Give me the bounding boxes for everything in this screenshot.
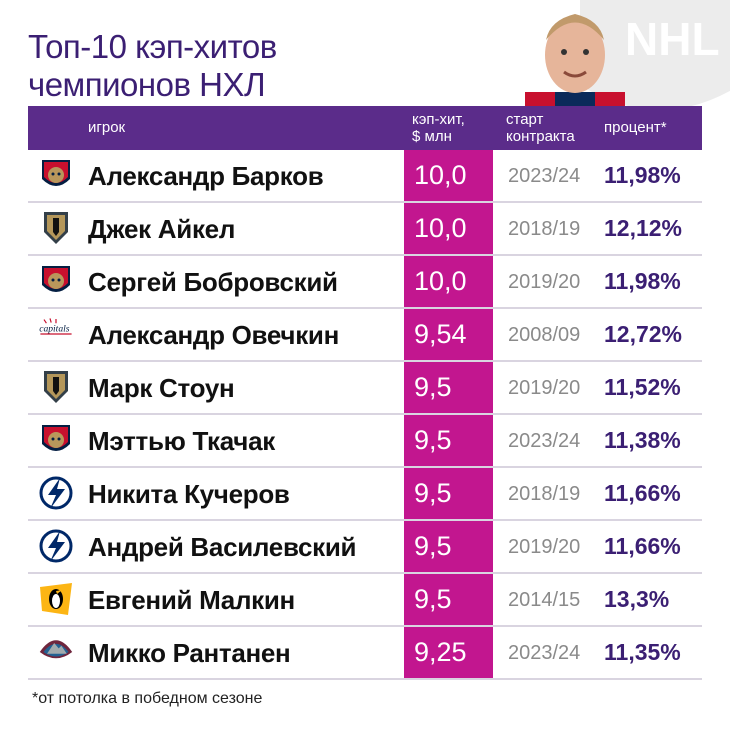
svg-text:NHL: NHL	[625, 13, 720, 65]
cap-hit-value: 10,0	[404, 150, 493, 201]
cap-hit-value: 9,5	[404, 362, 493, 413]
table-row: Александр Барков 10,0 2023/24 11,98%	[28, 150, 702, 203]
cap-percent: 11,66%	[604, 480, 681, 506]
vegas-golden-knights-logo-icon	[38, 369, 74, 405]
cap-hit-value: 10,0	[404, 256, 493, 307]
contract-start: 2019/20	[508, 377, 581, 399]
cap-percent: 11,98%	[604, 268, 681, 294]
player-name: Мэттью Ткачак	[88, 426, 275, 456]
header-player: игрок	[88, 119, 126, 136]
player-name: Александр Овечкин	[88, 320, 340, 350]
player-name: Никита Кучеров	[88, 479, 290, 509]
contract-start: 2019/20	[508, 271, 581, 293]
vegas-golden-knights-logo-icon	[38, 210, 74, 246]
cap-hit-value: 9,5	[404, 468, 493, 519]
cap-percent: 11,66%	[604, 533, 681, 559]
player-name: Евгений Малкин	[88, 585, 295, 615]
florida-panthers-logo-icon	[38, 422, 74, 458]
florida-panthers-logo-icon	[38, 263, 74, 299]
cap-percent: 12,12%	[604, 215, 683, 241]
cap-percent: 11,98%	[604, 162, 681, 188]
cap-hit-value: 10,0	[404, 203, 493, 254]
svg-text:capitals: capitals	[39, 324, 70, 335]
table-row: Микко Рантанен 9,25 2023/24 11,35%	[28, 627, 702, 680]
player-name: Микко Рантанен	[88, 638, 291, 668]
player-name: Андрей Василевский	[88, 532, 357, 562]
table-row: Андрей Василевский 9,5 2019/20 11,66%	[28, 521, 702, 574]
contract-start: 2023/24	[508, 642, 581, 664]
cap-hit-value: 9,5	[404, 415, 493, 466]
washington-capitals-logo-icon: capitals	[38, 316, 74, 352]
contract-start: 2018/19	[508, 483, 581, 505]
table-row: capitals Александр Овечкин 9,54 2008/09 12,7…	[28, 309, 702, 362]
contract-start: 2014/15	[508, 589, 581, 611]
contract-start: 2023/24	[508, 430, 581, 452]
header-cap: кэп-хит, $ млн	[412, 111, 465, 145]
cap-hit-value: 9,5	[404, 521, 493, 572]
tampa-bay-lightning-logo-icon	[38, 528, 74, 564]
cap-hit-value: 9,54	[404, 309, 493, 360]
table-row: Марк Стоун 9,5 2019/20 11,52%	[28, 362, 702, 415]
nhl-watermark-icon: NHL	[580, 0, 730, 110]
title-line-1: Топ-10 кэп-хитов	[28, 28, 277, 65]
table-row: Мэттью Ткачак 9,5 2023/24 11,38%	[28, 415, 702, 468]
contract-start: 2023/24	[508, 165, 581, 187]
contract-start: 2018/19	[508, 218, 581, 240]
title-line-2: чемпионов НХЛ	[28, 66, 266, 103]
contract-start: 2008/09	[508, 324, 581, 346]
colorado-avalanche-logo-icon	[38, 634, 74, 670]
cap-percent: 13,3%	[604, 586, 670, 612]
header-start: старт контракта	[506, 111, 575, 145]
player-name: Сергей Бобровский	[88, 267, 338, 297]
player-photo	[525, 14, 625, 118]
player-name: Александр Барков	[88, 161, 324, 191]
pittsburgh-penguins-logo-icon	[38, 581, 74, 617]
cap-hit-value: 9,25	[404, 627, 493, 678]
table-header: игрок кэп-хит, $ млн старт контракта про…	[28, 106, 702, 150]
cap-percent: 11,35%	[604, 639, 681, 665]
cap-percent: 11,38%	[604, 427, 681, 453]
cap-hit-table: Александр Барков 10,0 2023/24 11,98% Джек Ай…	[28, 150, 702, 680]
cap-percent: 11,52%	[604, 374, 681, 400]
contract-start: 2019/20	[508, 536, 581, 558]
florida-panthers-logo-icon	[38, 157, 74, 193]
tampa-bay-lightning-logo-icon	[38, 475, 74, 511]
table-row: Никита Кучеров 9,5 2018/19 11,66%	[28, 468, 702, 521]
table-row: Евгений Малкин 9,5 2014/15 13,3%	[28, 574, 702, 627]
page-title: Топ-10 кэп-хитов чемпионов НХЛ	[28, 28, 428, 104]
table-row: Сергей Бобровский 10,0 2019/20 11,98%	[28, 256, 702, 309]
cap-percent: 12,72%	[604, 321, 683, 347]
cap-hit-value: 9,5	[404, 574, 493, 625]
player-name: Марк Стоун	[88, 373, 235, 403]
table-row: Джек Айкел 10,0 2018/19 12,12%	[28, 203, 702, 256]
player-name: Джек Айкел	[88, 214, 236, 244]
header-percent: процент*	[604, 119, 667, 136]
footnote: *от потолка в победном сезоне	[32, 690, 263, 707]
